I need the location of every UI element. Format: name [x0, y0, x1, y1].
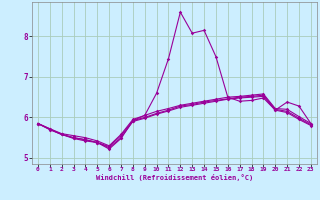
X-axis label: Windchill (Refroidissement éolien,°C): Windchill (Refroidissement éolien,°C) [96, 174, 253, 181]
